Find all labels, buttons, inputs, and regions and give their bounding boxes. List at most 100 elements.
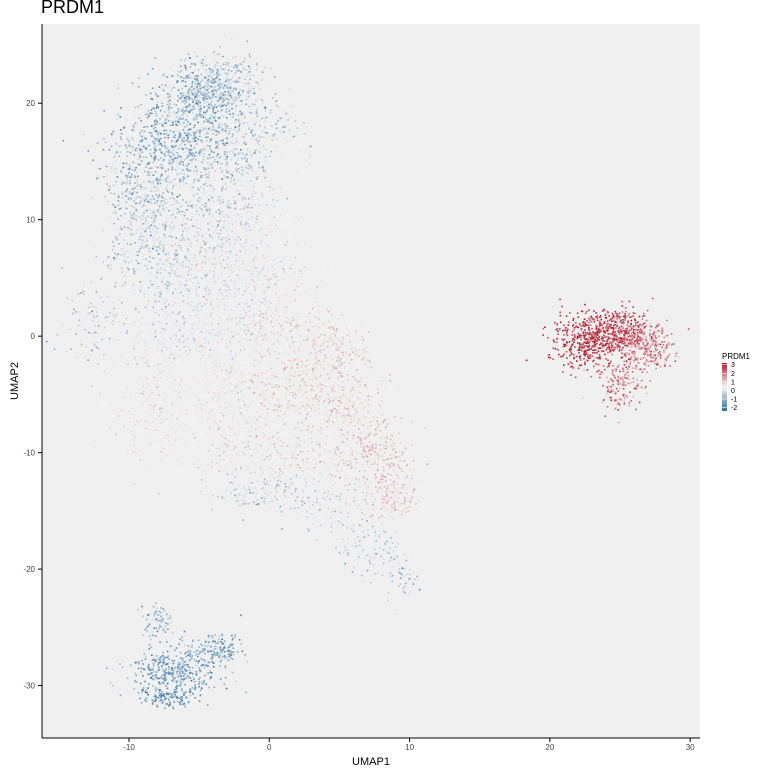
cell-point xyxy=(167,281,169,284)
cell-point xyxy=(241,227,244,230)
cell-point xyxy=(96,177,98,180)
cell-point xyxy=(233,148,236,151)
cell-point xyxy=(206,191,209,193)
cell-point xyxy=(197,327,200,330)
cell-point xyxy=(284,343,287,346)
cell-point xyxy=(177,138,179,141)
cell-point xyxy=(146,116,149,119)
cell-point xyxy=(254,283,257,286)
cell-point xyxy=(162,189,164,191)
cell-point xyxy=(274,244,276,247)
cell-point xyxy=(276,345,279,347)
cell-point xyxy=(104,195,106,198)
cell-point xyxy=(235,174,238,177)
cell-point xyxy=(165,286,168,289)
cell-point xyxy=(206,64,209,67)
cell-point xyxy=(196,305,198,308)
cell-point xyxy=(227,113,230,115)
cell-point xyxy=(260,136,263,138)
cell-point xyxy=(275,108,277,110)
cell-point xyxy=(164,145,166,147)
cell-point xyxy=(194,225,197,228)
cell-point xyxy=(275,299,277,301)
cell-point xyxy=(194,155,197,157)
cell-point xyxy=(171,151,173,154)
cell-point xyxy=(141,172,144,175)
cell-point xyxy=(148,201,151,203)
cell-point xyxy=(160,459,163,462)
cell-point xyxy=(233,343,235,346)
cell-point xyxy=(226,176,229,179)
cell-point xyxy=(154,148,156,151)
cell-point xyxy=(259,135,261,138)
cell-point xyxy=(194,252,196,254)
cell-point xyxy=(352,340,354,343)
cell-point xyxy=(257,207,260,209)
cell-point xyxy=(263,212,266,214)
cell-point xyxy=(241,294,244,296)
cell-point xyxy=(226,240,228,243)
cell-point xyxy=(245,143,247,145)
cell-point xyxy=(176,269,179,272)
cell-point xyxy=(164,225,167,227)
cell-point xyxy=(142,228,144,231)
cell-point xyxy=(195,276,198,279)
cell-point xyxy=(261,192,263,195)
cell-point xyxy=(158,441,160,443)
cell-point xyxy=(206,97,209,100)
cell-point xyxy=(143,137,146,139)
cell-point xyxy=(173,264,176,267)
cell-point xyxy=(228,281,230,283)
cell-point xyxy=(253,270,256,273)
cell-point xyxy=(161,102,163,105)
cell-point xyxy=(250,331,253,334)
cell-point xyxy=(273,356,276,359)
cell-point xyxy=(262,255,264,258)
cell-point xyxy=(349,342,352,345)
cell-point xyxy=(200,254,203,257)
cell-point xyxy=(245,160,248,163)
cell-point xyxy=(207,104,210,107)
cell-point xyxy=(314,340,317,342)
cell-point xyxy=(193,341,195,344)
cell-point xyxy=(224,91,226,93)
cell-point xyxy=(196,55,198,57)
cell-point xyxy=(232,357,235,359)
cell-point xyxy=(142,239,144,241)
cell-point xyxy=(182,294,185,297)
cell-point xyxy=(259,146,261,148)
cell-point xyxy=(161,327,163,330)
cell-point xyxy=(166,302,169,304)
cell-point xyxy=(262,266,265,269)
cell-point xyxy=(210,301,212,303)
cell-point xyxy=(119,228,122,230)
cell-point xyxy=(203,337,206,340)
cell-point xyxy=(127,198,130,200)
cell-point xyxy=(222,242,224,245)
cell-point xyxy=(163,201,166,204)
cell-point xyxy=(258,162,261,165)
cell-point xyxy=(282,301,285,304)
cell-point xyxy=(316,361,319,364)
cell-point xyxy=(165,306,167,308)
cell-point xyxy=(186,354,188,356)
cell-point xyxy=(232,89,234,92)
cell-point xyxy=(236,279,239,282)
cell-point xyxy=(223,97,226,100)
cell-point xyxy=(255,343,258,345)
cell-point xyxy=(277,332,279,334)
cell-point xyxy=(83,282,85,284)
cell-point xyxy=(217,95,219,98)
cell-point xyxy=(197,338,200,341)
cell-point xyxy=(193,135,195,137)
cell-point xyxy=(221,214,223,216)
cell-point xyxy=(141,403,144,406)
cell-point xyxy=(162,448,164,450)
cell-point xyxy=(335,347,338,349)
cell-point xyxy=(158,131,160,134)
cell-point xyxy=(243,315,245,317)
cell-point xyxy=(221,337,223,340)
cell-point xyxy=(144,199,146,201)
cell-point xyxy=(185,383,187,385)
cell-point xyxy=(284,293,286,296)
